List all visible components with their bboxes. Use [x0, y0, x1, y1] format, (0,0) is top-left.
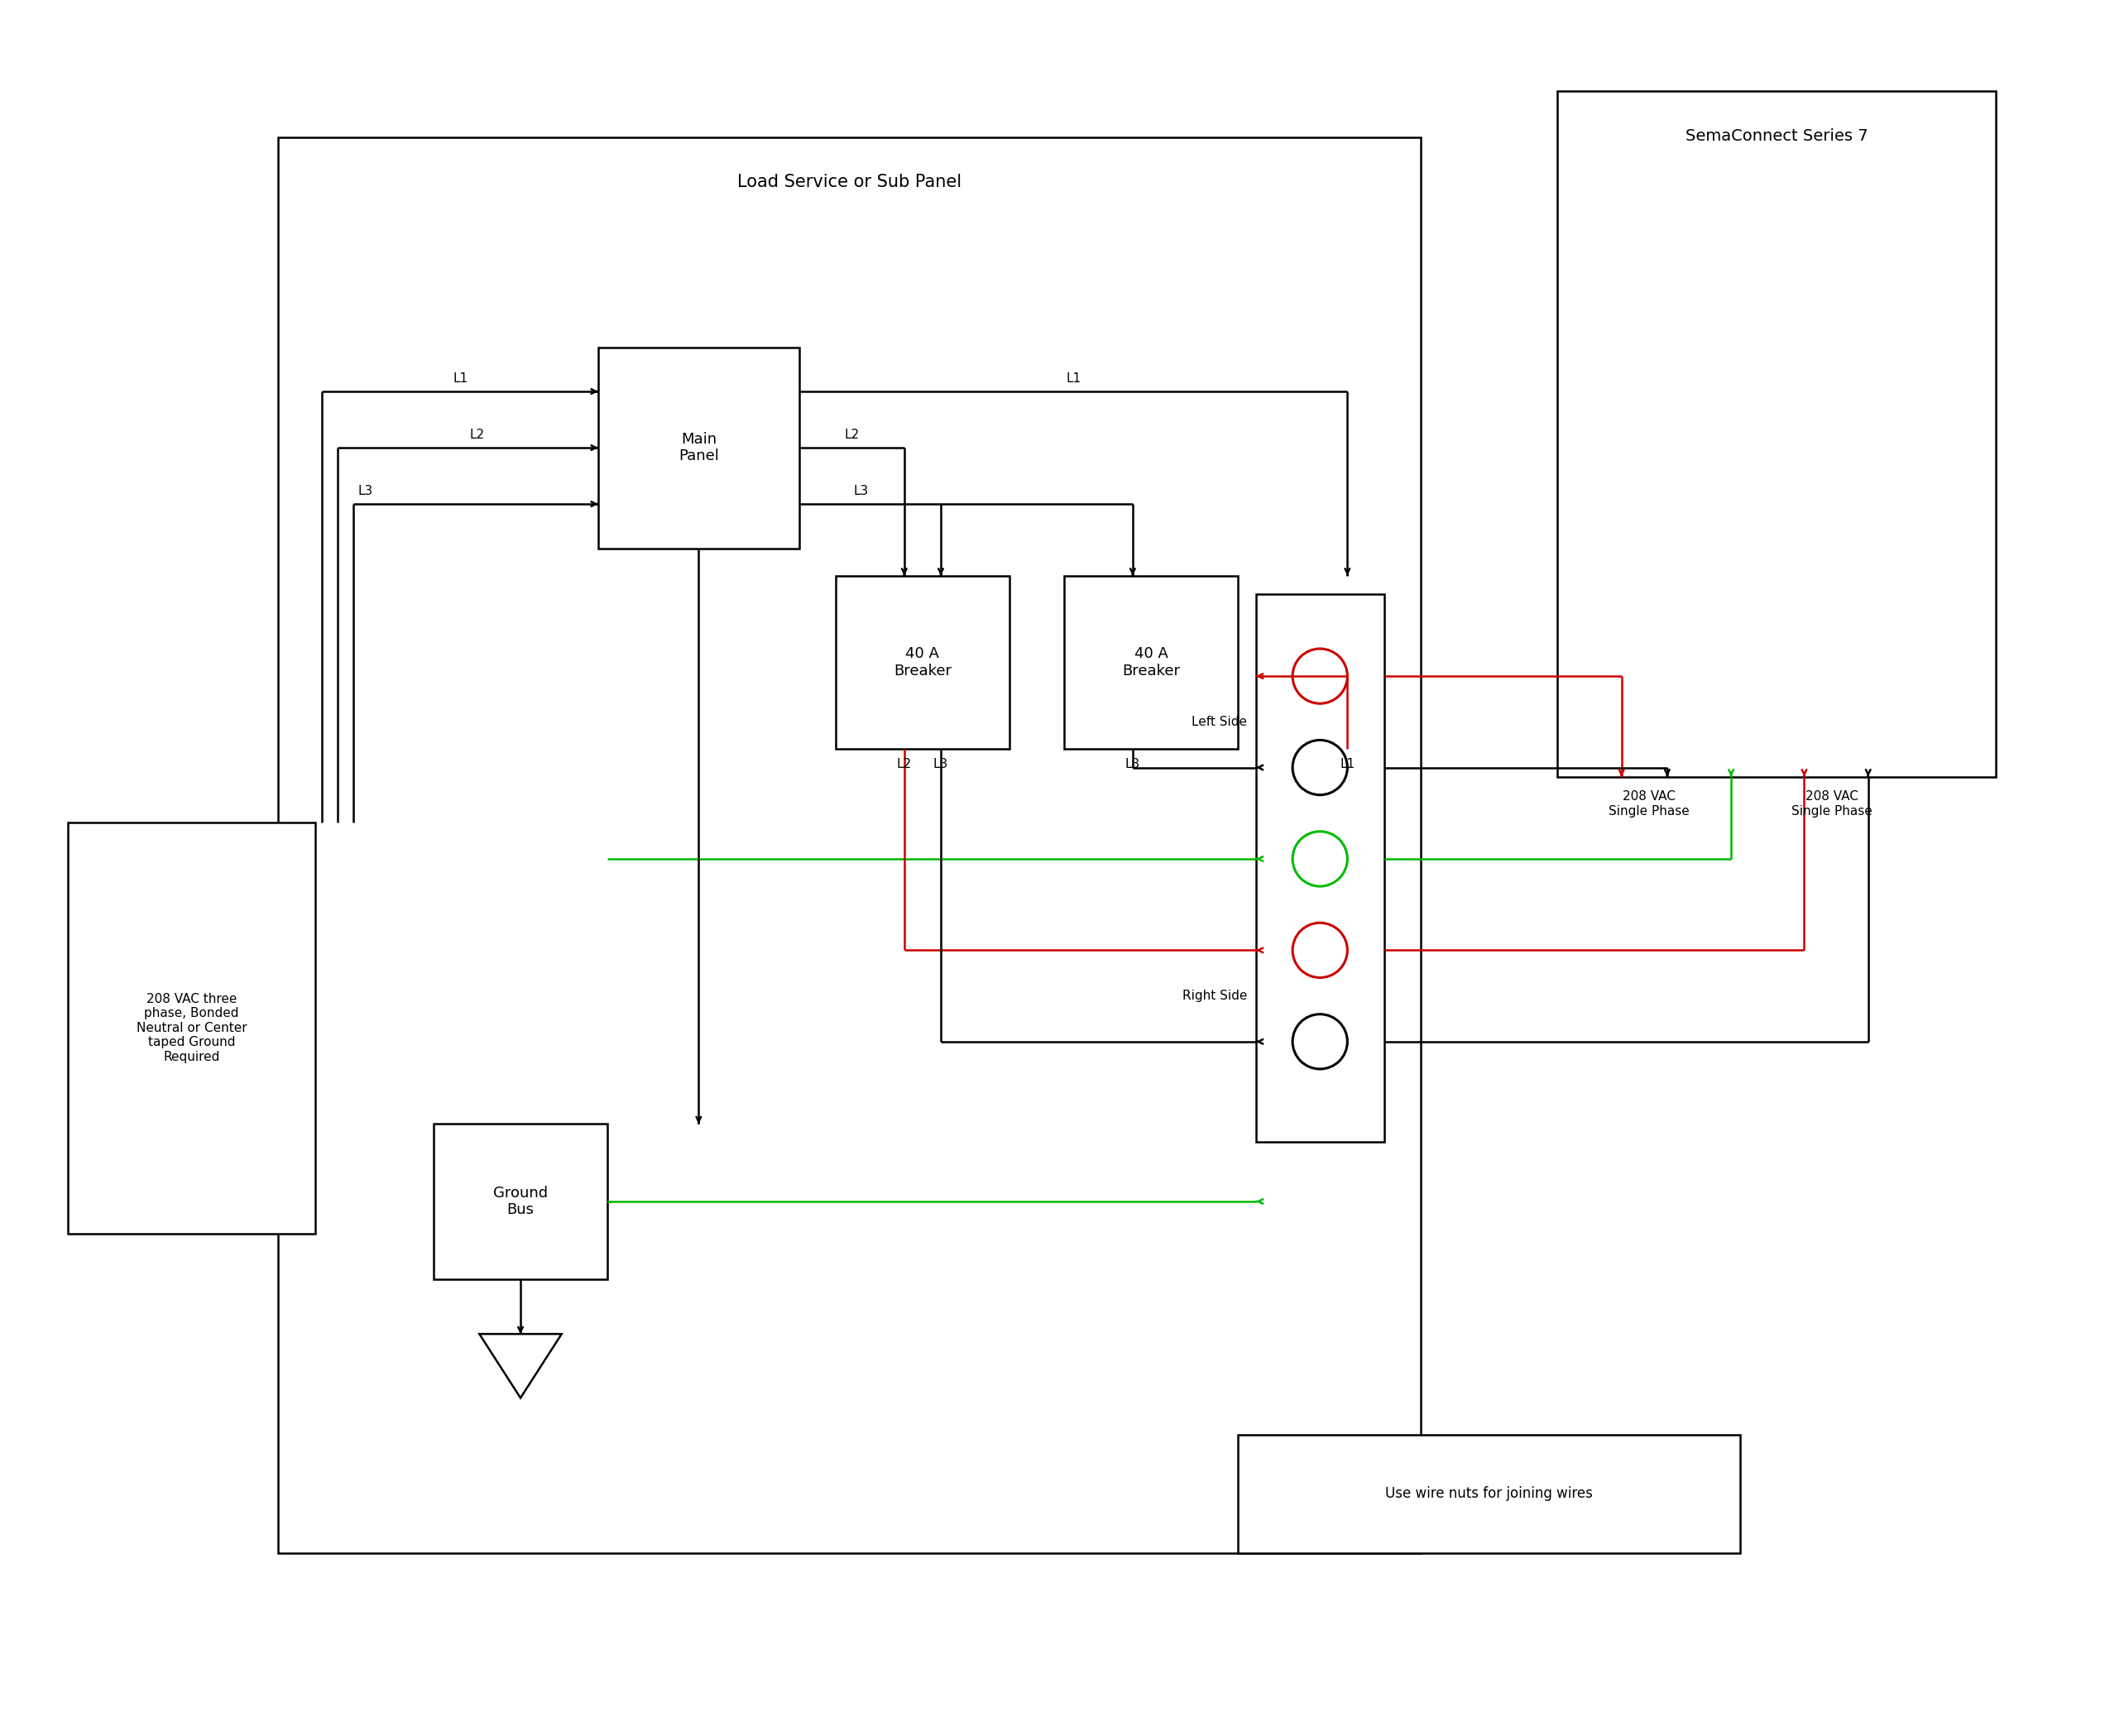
- Text: 40 A
Breaker: 40 A Breaker: [1123, 646, 1179, 679]
- Text: Left Side: Left Side: [1192, 715, 1247, 727]
- Text: 40 A
Breaker: 40 A Breaker: [893, 646, 952, 679]
- Text: Ground
Bus: Ground Bus: [494, 1186, 549, 1217]
- Bar: [279, 137, 1420, 1554]
- Text: L1: L1: [454, 373, 468, 385]
- Text: 208 VAC three
phase, Bonded
Neutral or Center
taped Ground
Required: 208 VAC three phase, Bonded Neutral or C…: [137, 993, 247, 1062]
- Bar: [68, 823, 314, 1234]
- Text: L2: L2: [844, 429, 859, 441]
- Text: SemaConnect Series 7: SemaConnect Series 7: [1686, 128, 1867, 144]
- Text: L1: L1: [1340, 759, 1355, 771]
- Text: Main
Panel: Main Panel: [679, 432, 720, 464]
- Text: L2: L2: [897, 759, 912, 771]
- Text: L3: L3: [359, 484, 373, 498]
- Text: L1: L1: [1066, 373, 1080, 385]
- Bar: [1239, 1434, 1741, 1554]
- Bar: [435, 1123, 608, 1279]
- Text: L3: L3: [852, 484, 869, 498]
- Text: Load Service or Sub Panel: Load Service or Sub Panel: [736, 174, 962, 191]
- Bar: [836, 576, 1009, 750]
- Text: 208 VAC
Single Phase: 208 VAC Single Phase: [1608, 790, 1690, 818]
- Text: Use wire nuts for joining wires: Use wire nuts for joining wires: [1384, 1486, 1593, 1502]
- Bar: [1255, 594, 1384, 1142]
- Text: L3: L3: [933, 759, 947, 771]
- Text: L3: L3: [1125, 759, 1139, 771]
- Text: L2: L2: [471, 429, 485, 441]
- Text: 208 VAC
Single Phase: 208 VAC Single Phase: [1791, 790, 1872, 818]
- Bar: [597, 347, 800, 549]
- Bar: [1063, 576, 1239, 750]
- Bar: [1557, 92, 1996, 776]
- Text: Right Side: Right Side: [1182, 990, 1247, 1002]
